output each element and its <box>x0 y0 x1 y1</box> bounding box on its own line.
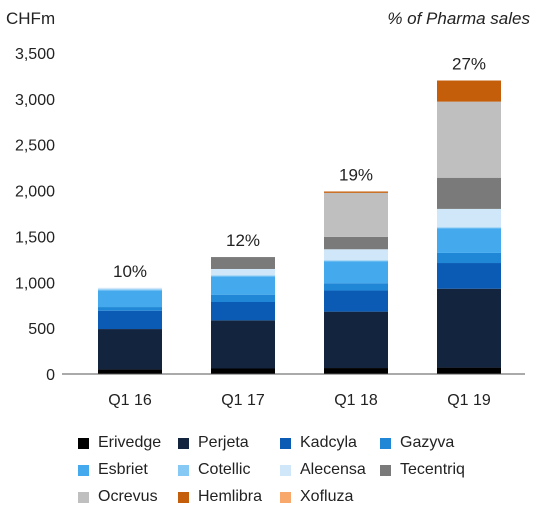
bar-segment-erivedge-q1-16 <box>98 369 162 374</box>
legend-label: Kadcyla <box>300 434 357 451</box>
bar-segment-alecensa-q1-17 <box>211 268 275 276</box>
legend-swatch <box>178 437 189 449</box>
pct-label: 12% <box>226 231 260 250</box>
legend-label: Xofluza <box>300 488 354 505</box>
bar-segment-tecentriq-q1-18 <box>324 236 388 250</box>
bar-segment-ocrevus-q1-19 <box>437 101 501 178</box>
bar-segment-kadcyla-q1-19 <box>437 263 501 289</box>
bar-segment-erivedge-q1-18 <box>324 368 388 374</box>
bar-segment-perjeta-q1-19 <box>437 288 501 368</box>
legend-item-alecensa: Alecensa <box>280 459 366 481</box>
legend-swatch <box>280 437 291 449</box>
bar-segment-esbriet-q1-19 <box>437 228 501 253</box>
legend-swatch <box>178 491 189 503</box>
legend-label: Cotellic <box>198 461 251 478</box>
legend-label: Erivedge <box>98 434 162 451</box>
legend-swatch <box>380 437 391 449</box>
legend-item-perjeta: Perjeta <box>178 432 249 454</box>
bar-segment-gazyva-q1-17 <box>211 294 275 303</box>
legend-label: Gazyva <box>400 434 455 451</box>
legend-row-3: Ocrevus Hemlibra Xofluza <box>0 486 536 508</box>
legend-swatch <box>78 437 89 449</box>
bar-segment-erivedge-q1-17 <box>211 368 275 374</box>
y-tick-label: 2,500 <box>15 138 55 155</box>
bar-segment-esbriet-q1-17 <box>211 276 275 295</box>
legend-label: Alecensa <box>300 461 366 478</box>
legend-swatch <box>78 491 89 503</box>
legend-row-1: Erivedge Perjeta Kadcyla Gazyva <box>0 432 536 454</box>
y-tick-label: 0 <box>46 367 55 384</box>
legend-swatch <box>280 491 291 503</box>
legend-item-esbriet: Esbriet <box>78 459 148 481</box>
bar-segment-alecensa-q1-16 <box>98 287 162 290</box>
legend-row-2: Esbriet Cotellic Alecensa Tecentriq <box>0 459 536 481</box>
bar-segment-erivedge-q1-19 <box>437 367 501 374</box>
legend-item-hemlibra: Hemlibra <box>178 486 262 508</box>
x-tick-label: Q1 19 <box>447 392 491 409</box>
y-tick-label: 1,000 <box>15 275 55 292</box>
legend-item-cotellic: Cotellic <box>178 459 250 481</box>
bar-segment-tecentriq-q1-17 <box>211 257 275 269</box>
y-axis-ticks: 0 500 1,000 1,500 2,000 2,500 3,000 3,500 <box>15 46 55 384</box>
legend-label: Perjeta <box>198 434 249 451</box>
legend-item-erivedge: Erivedge <box>78 432 161 454</box>
y-tick-label: 500 <box>28 321 55 338</box>
bar-segment-kadcyla-q1-18 <box>324 290 388 312</box>
bar-segment-kadcyla-q1-16 <box>98 310 162 330</box>
bar-segment-hemlibra-q1-19 <box>437 80 501 102</box>
bar-segment-cotellic-q1-17 <box>211 275 275 277</box>
legend-item-ocrevus: Ocrevus <box>78 486 158 508</box>
pct-label: 10% <box>113 262 147 281</box>
legend-swatch <box>78 464 89 476</box>
bar-segment-gazyva-q1-18 <box>324 283 388 291</box>
bar-segment-cotellic-q1-16 <box>98 289 162 291</box>
legend-label: Hemlibra <box>198 488 263 505</box>
legend-label: Ocrevus <box>98 488 158 505</box>
legend-item-xofluza: Xofluza <box>280 486 353 508</box>
bar-segment-perjeta-q1-17 <box>211 320 275 369</box>
legend-swatch <box>178 464 189 476</box>
x-axis-ticks: Q1 16 Q1 17 Q1 18 Q1 19 <box>108 392 491 409</box>
legend-swatch <box>280 464 291 476</box>
legend-item-kadcyla: Kadcyla <box>280 432 357 454</box>
bar-segment-perjeta-q1-16 <box>98 329 162 370</box>
y-tick-label: 1,500 <box>15 229 55 246</box>
y-tick-label: 3,500 <box>15 46 55 63</box>
bar-chart: CHFm % of Pharma sales 0 500 1,000 1,500 2,0… <box>6 9 530 409</box>
bar-stacks <box>98 80 501 374</box>
legend-swatch <box>380 464 391 476</box>
percentage-labels: 10% 12% 19% 27% <box>113 55 486 281</box>
pct-label: 27% <box>452 55 486 74</box>
bar-segment-cotellic-q1-18 <box>324 260 388 262</box>
legend-item-tecentriq: Tecentriq <box>380 459 465 481</box>
bar-segment-esbriet-q1-16 <box>98 290 162 308</box>
secondary-axis-label: % of Pharma sales <box>387 9 530 28</box>
bar-segment-kadcyla-q1-17 <box>211 302 275 321</box>
bar-segment-hemlibra-q1-18 <box>324 191 388 193</box>
bar-segment-esbriet-q1-18 <box>324 261 388 284</box>
y-tick-label: 3,000 <box>15 92 55 109</box>
y-axis-label: CHFm <box>6 9 55 28</box>
bar-segment-tecentriq-q1-19 <box>437 177 501 209</box>
bar-segment-gazyva-q1-16 <box>98 307 162 311</box>
bar-segment-ocrevus-q1-18 <box>324 192 388 237</box>
bar-segment-perjeta-q1-18 <box>324 311 388 369</box>
y-tick-label: 2,000 <box>15 184 55 201</box>
bar-segment-alecensa-q1-19 <box>437 208 501 228</box>
legend-label: Esbriet <box>98 461 148 478</box>
x-tick-label: Q1 18 <box>334 392 378 409</box>
legend-label: Tecentriq <box>400 461 465 478</box>
bar-segment-cotellic-q1-19 <box>437 227 501 229</box>
pct-label: 19% <box>339 165 373 184</box>
legend-item-gazyva: Gazyva <box>380 432 454 454</box>
x-tick-label: Q1 17 <box>221 392 265 409</box>
bar-segment-gazyva-q1-19 <box>437 252 501 264</box>
bar-segment-alecensa-q1-18 <box>324 249 388 261</box>
x-tick-label: Q1 16 <box>108 392 152 409</box>
